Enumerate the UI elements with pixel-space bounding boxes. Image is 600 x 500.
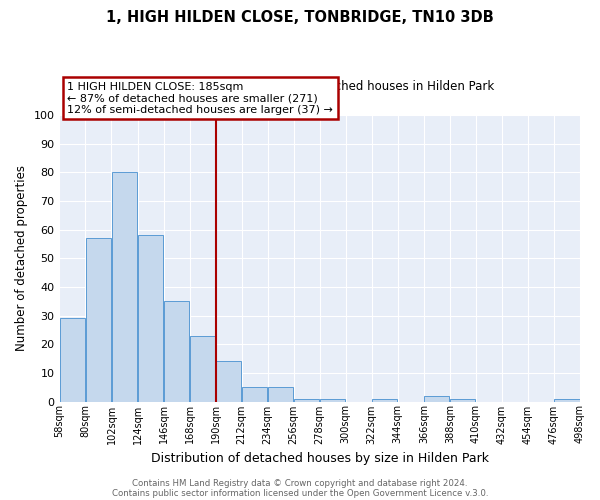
Bar <box>190 336 215 402</box>
Text: Contains public sector information licensed under the Open Government Licence v.: Contains public sector information licen… <box>112 488 488 498</box>
Bar <box>242 387 267 402</box>
Bar <box>451 398 475 402</box>
Title: Size of property relative to detached houses in Hilden Park: Size of property relative to detached ho… <box>146 80 494 93</box>
Bar <box>86 238 111 402</box>
Bar <box>320 398 345 402</box>
Bar <box>164 301 189 402</box>
Bar <box>554 398 580 402</box>
X-axis label: Distribution of detached houses by size in Hilden Park: Distribution of detached houses by size … <box>151 452 489 465</box>
Bar <box>138 236 163 402</box>
Text: 1, HIGH HILDEN CLOSE, TONBRIDGE, TN10 3DB: 1, HIGH HILDEN CLOSE, TONBRIDGE, TN10 3D… <box>106 10 494 25</box>
Bar <box>424 396 449 402</box>
Text: 1 HIGH HILDEN CLOSE: 185sqm
← 87% of detached houses are smaller (271)
12% of se: 1 HIGH HILDEN CLOSE: 185sqm ← 87% of det… <box>67 82 333 115</box>
Bar <box>112 172 137 402</box>
Bar <box>372 398 397 402</box>
Bar <box>60 318 85 402</box>
Bar <box>268 387 293 402</box>
Bar <box>216 362 241 402</box>
Text: Contains HM Land Registry data © Crown copyright and database right 2024.: Contains HM Land Registry data © Crown c… <box>132 478 468 488</box>
Bar <box>294 398 319 402</box>
Y-axis label: Number of detached properties: Number of detached properties <box>15 166 28 352</box>
